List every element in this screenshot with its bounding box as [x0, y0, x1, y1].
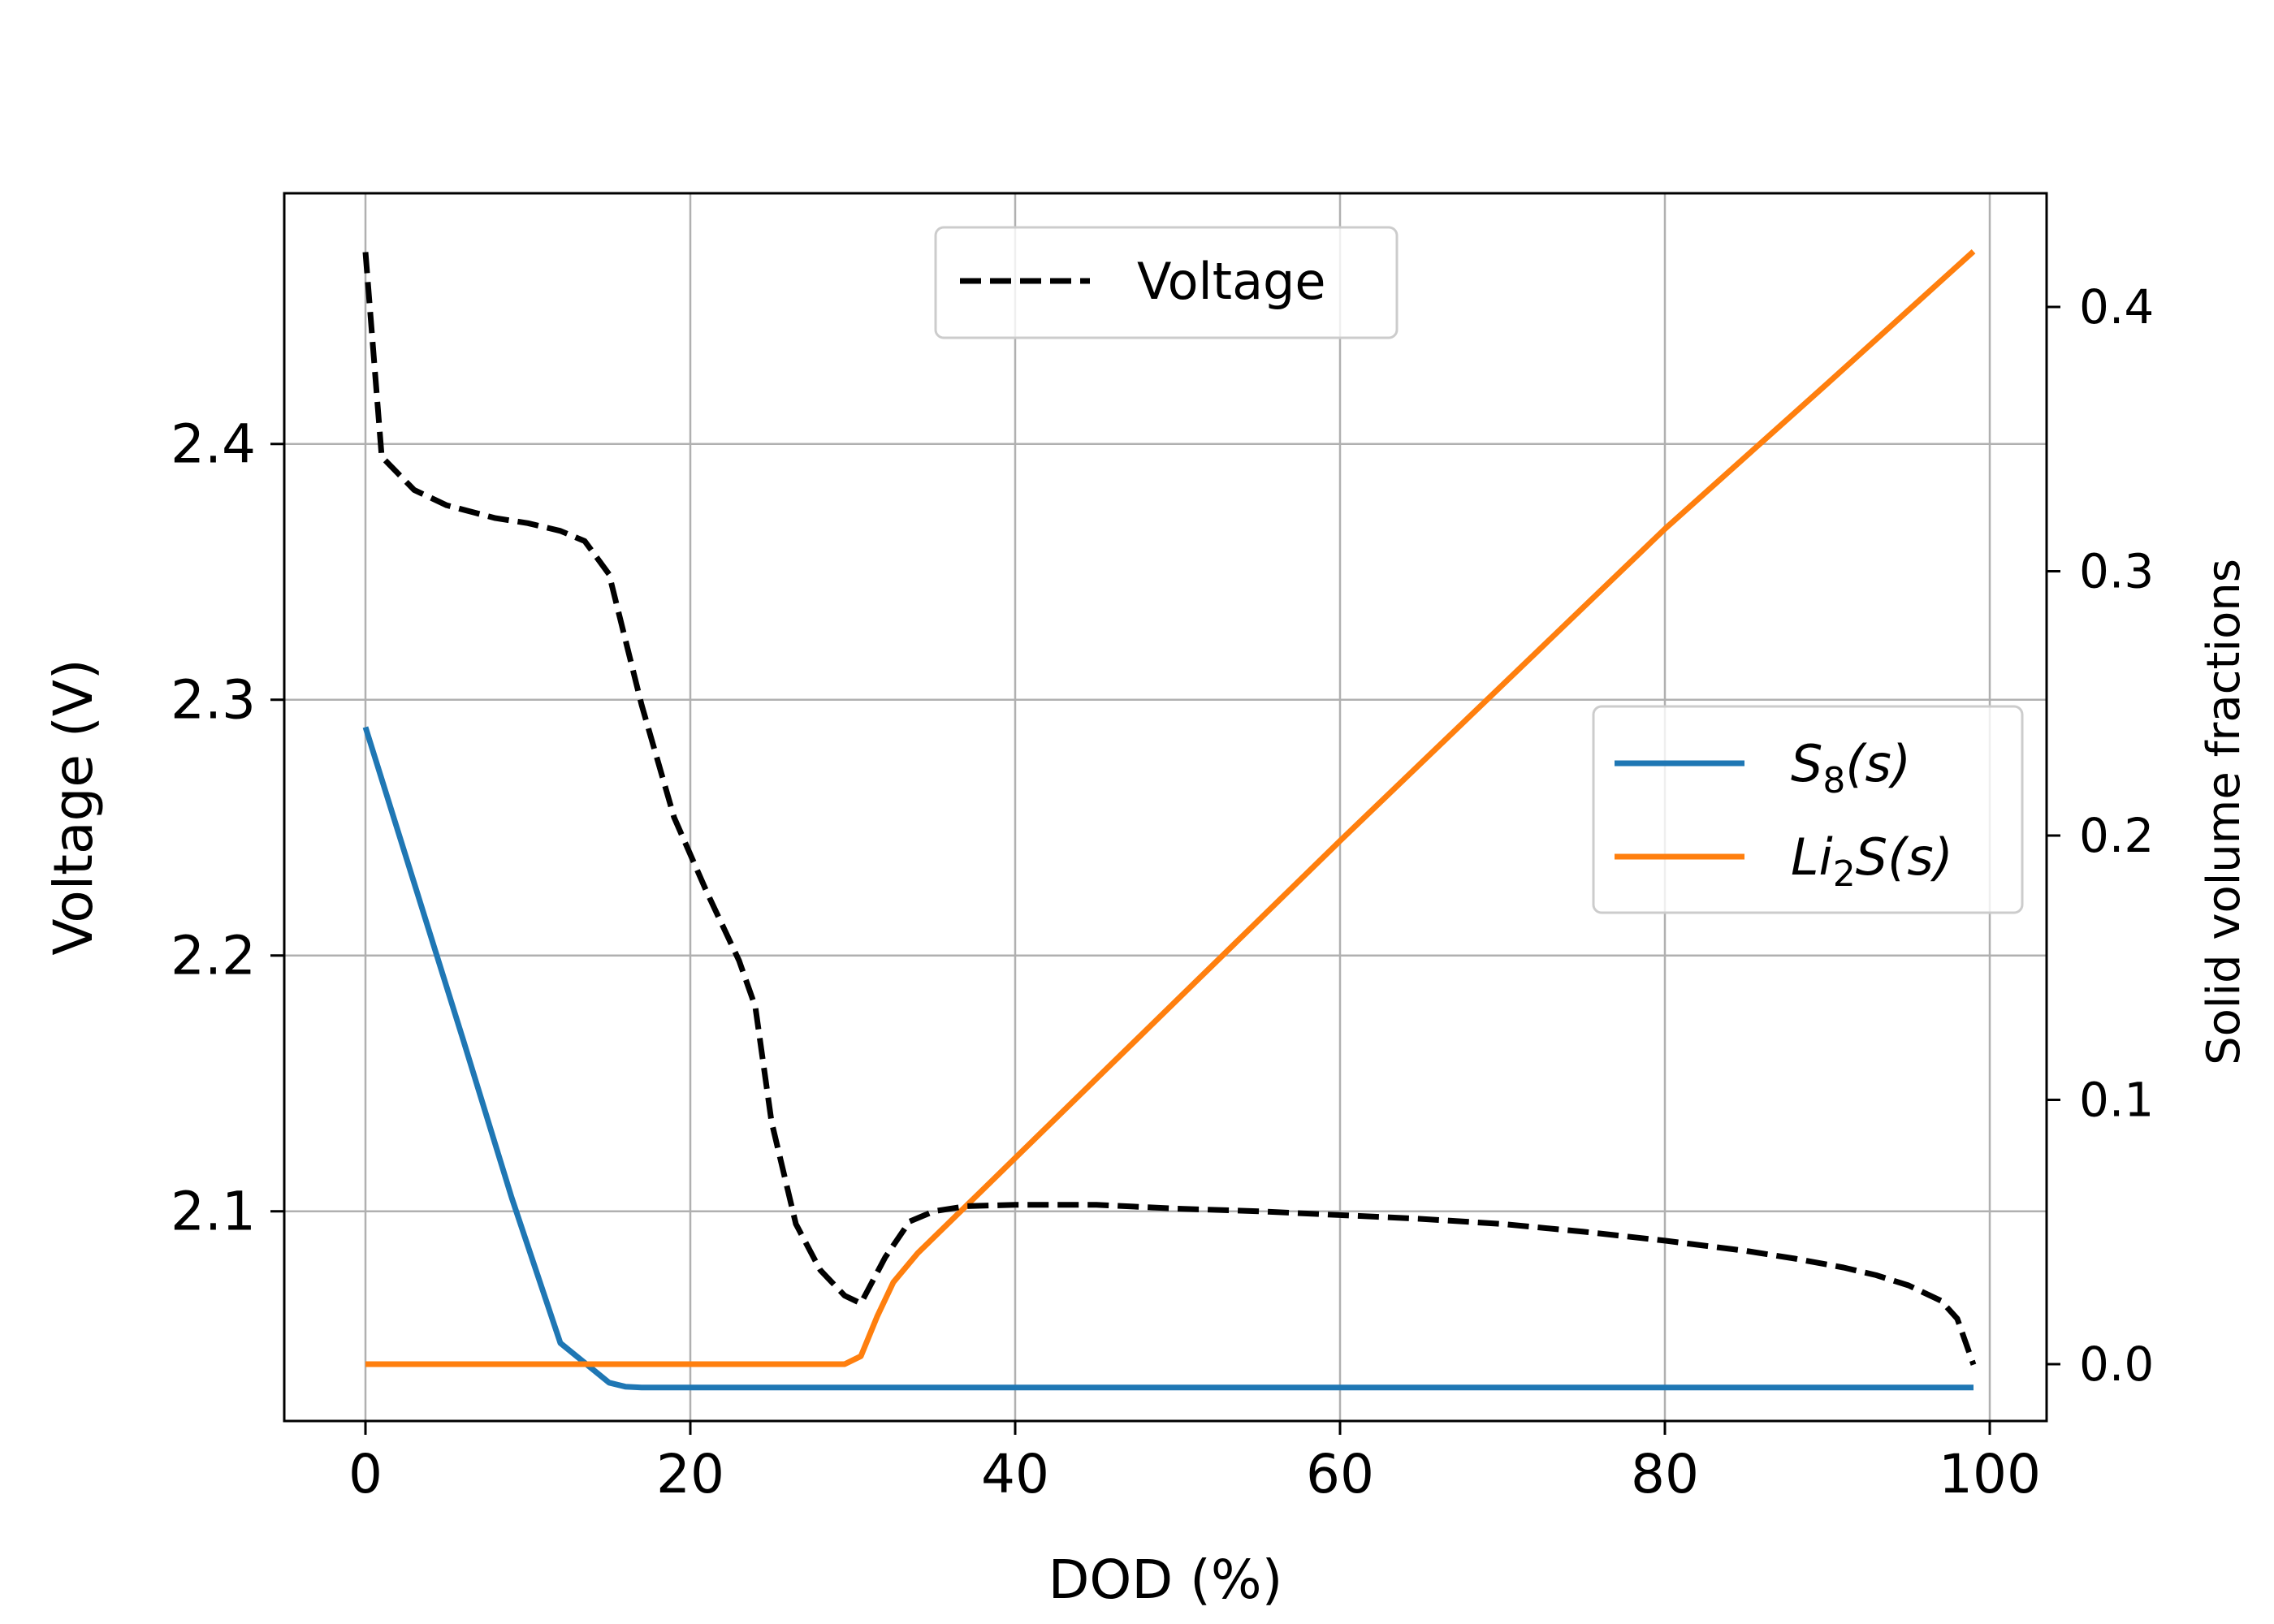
y-axis-label: Voltage (V) [42, 659, 105, 955]
series-line-s8-s [362, 726, 1974, 1391]
x-tick-label: 40 [981, 1443, 1049, 1505]
y2-tick-label: 0.4 [2079, 279, 2154, 335]
y-axis-ticks: 2.1 2.2 2.3 2.4 [171, 413, 284, 1243]
legend-voltage: Voltage [934, 226, 1399, 339]
y-tick-label: 2.1 [171, 1181, 256, 1243]
legend-solids-box [1592, 705, 2024, 914]
legend-li2s-sub: 2 [1833, 853, 1856, 895]
x-tick-label: 20 [656, 1443, 724, 1505]
y2-axis-label: Solid volume fractions [2198, 559, 2250, 1065]
legend-voltage-box [934, 226, 1399, 339]
x-axis-label: DOD (%) [1048, 1548, 1283, 1611]
legend-li2s-tail: S(s) [1856, 827, 1953, 887]
legend-s8-label: S8(s) [1791, 734, 1911, 801]
legend-s8-sub: 8 [1822, 760, 1845, 801]
x-tick-label: 0 [348, 1443, 383, 1505]
y2-tick-label: 0.1 [2079, 1073, 2154, 1128]
plot-lines [362, 249, 1977, 1391]
legend-li2s-label: Li2S(s) [1791, 827, 1953, 895]
legend-s8-base: S [1791, 734, 1822, 793]
x-axis-ticks: 0 20 40 60 80 100 [348, 1421, 2041, 1505]
axes-frame [283, 192, 2048, 1423]
y-tick-label: 2.2 [171, 925, 256, 987]
series-line-li2s-s [365, 249, 1976, 1367]
y2-axis-ticks: 0.0 0.1 0.2 0.3 0.4 [2047, 279, 2154, 1392]
y2-tick-label: 0.3 [2079, 543, 2154, 598]
legend-solids: S8(s) Li2S(s) [1592, 705, 2024, 914]
legend-s8-tail: (s) [1845, 734, 1911, 793]
series-line-voltage [362, 252, 1977, 1366]
y2-tick-label: 0.0 [2079, 1337, 2154, 1392]
legend-li2s-base: Li [1791, 827, 1833, 887]
x-tick-label: 80 [1631, 1443, 1699, 1505]
x-tick-label: 100 [1939, 1443, 2041, 1505]
x-tick-label: 60 [1306, 1443, 1374, 1505]
legend-voltage-label: Voltage [1137, 252, 1326, 311]
y-tick-label: 2.3 [171, 669, 256, 732]
y2-tick-label: 0.2 [2079, 808, 2154, 863]
y-tick-label: 2.4 [171, 413, 256, 476]
